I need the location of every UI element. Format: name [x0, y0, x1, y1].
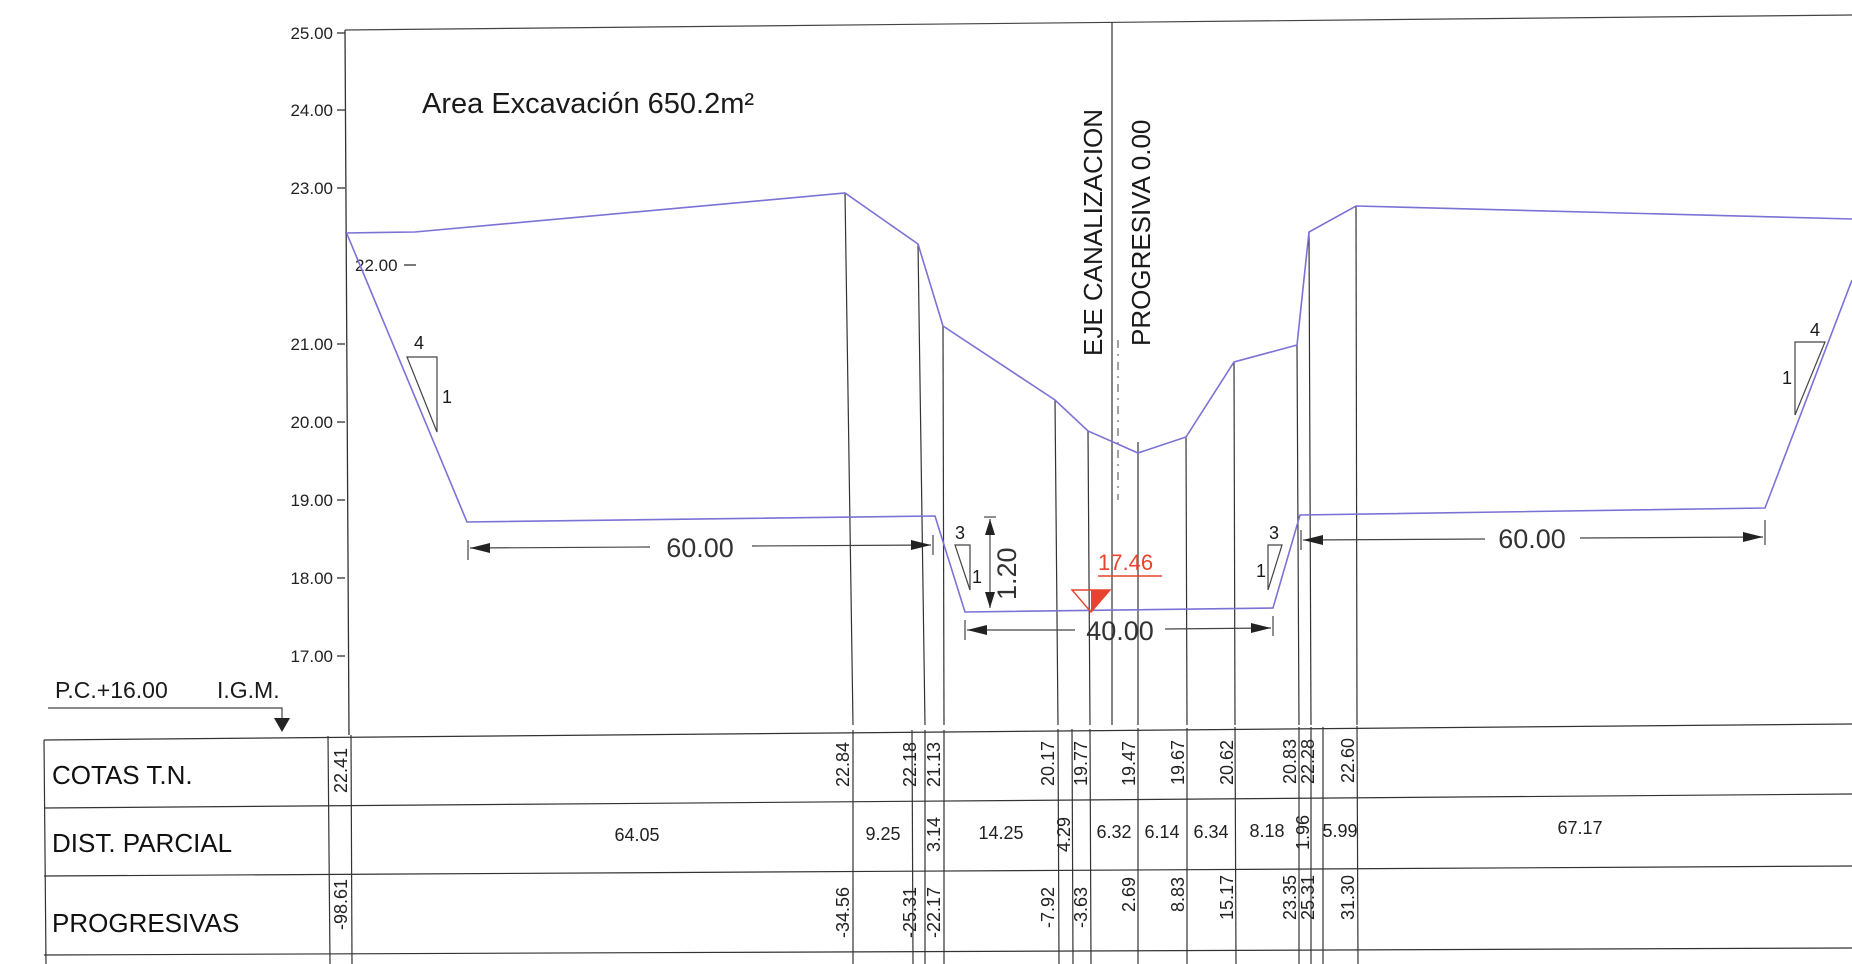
slope-right-inner: 3 1 — [1256, 523, 1283, 591]
svg-text:3: 3 — [955, 523, 965, 543]
prog-cell: 31.30 — [1338, 875, 1358, 920]
prog-cell: -22.17 — [924, 887, 944, 938]
tick-label-23: 23.00 — [290, 179, 333, 198]
svg-text:1: 1 — [972, 567, 982, 587]
dist-cell: 4.29 — [1054, 817, 1074, 852]
svg-text:1: 1 — [442, 387, 452, 407]
prog-cell: -7.92 — [1038, 887, 1058, 928]
svg-text:40.00: 40.00 — [1086, 616, 1154, 646]
terrain-profile — [344, 192, 1852, 454]
dist-cell: 1.96 — [1293, 815, 1313, 850]
svg-text:4: 4 — [414, 333, 424, 353]
dist-cell: 67.17 — [1557, 818, 1602, 838]
slope-left-outer: 4 1 — [406, 333, 452, 433]
prog-cell: 23.35 — [1280, 875, 1300, 920]
dist-cell: 8.18 — [1249, 821, 1284, 841]
excavation-profile — [346, 233, 1852, 613]
tick-label-25: 25.00 — [290, 24, 333, 43]
dimension-depth: 1.20 — [984, 516, 1022, 608]
tick-label-20: 20.00 — [290, 413, 333, 432]
elevation-axis-line — [344, 29, 350, 736]
svg-text:60.00: 60.00 — [666, 533, 734, 563]
station-lines — [844, 22, 1358, 726]
tick-label-19: 19.00 — [290, 491, 333, 510]
center-axis-label: EJE CANALIZACION — [1078, 109, 1108, 356]
prog-cell: 2.69 — [1119, 877, 1139, 912]
svg-text:1: 1 — [1256, 561, 1266, 581]
prog-cell: -3.63 — [1071, 887, 1091, 928]
dist-cell: 5.99 — [1322, 821, 1357, 841]
center-progressive-label: PROGRESIVA 0.00 — [1126, 120, 1156, 346]
dist-cell: 9.25 — [865, 824, 900, 844]
top-frame-line — [344, 14, 1852, 31]
excavation-area-title: Area Excavación 650.2m² — [422, 88, 754, 120]
dimension-bottom-width: 40.00 — [964, 616, 1274, 646]
dist-cell: 14.25 — [978, 823, 1023, 843]
cotas-cell: 20.62 — [1217, 740, 1237, 785]
cotas-cell: 22.18 — [900, 742, 920, 787]
reference-level: P.C.+16.00 I.G.M. — [48, 677, 290, 732]
tick-label-24: 24.00 — [290, 101, 333, 120]
inner-label-22: 22.00 — [355, 256, 398, 275]
row-label-dist: DIST. PARCIAL — [52, 828, 232, 858]
prog-cell: -98.61 — [331, 879, 351, 930]
reference-igm-label: I.G.M. — [217, 677, 280, 703]
prog-cell: -34.56 — [833, 887, 853, 938]
slope-right-outer: 4 1 — [1782, 320, 1826, 416]
svg-text:4: 4 — [1810, 320, 1820, 340]
prog-cell: 8.83 — [1168, 877, 1188, 912]
cotas-cell: 19.47 — [1119, 741, 1139, 786]
dist-cell: 64.05 — [614, 825, 659, 845]
row-label-prog: PROGRESIVAS — [52, 908, 239, 938]
slope-left-inner: 3 1 — [954, 523, 982, 591]
dimension-right-berm: 60.00 — [1300, 520, 1766, 554]
cotas-cell: 21.13 — [924, 742, 944, 787]
reference-arrow-icon — [274, 718, 290, 732]
prog-cell: 15.17 — [1217, 875, 1237, 920]
cotas-cell: 19.77 — [1071, 741, 1091, 786]
cotas-cell: 22.84 — [833, 742, 853, 787]
tick-label-18: 18.00 — [290, 569, 333, 588]
svg-text:60.00: 60.00 — [1498, 524, 1566, 554]
tick-label-17: 17.00 — [290, 647, 333, 666]
prog-cell: -25.31 — [900, 887, 920, 938]
prog-cell: 25.31 — [1298, 875, 1318, 920]
cotas-cell: 22.60 — [1338, 738, 1358, 783]
cotas-cell: 20.83 — [1280, 739, 1300, 784]
dist-cell: 6.14 — [1144, 822, 1179, 842]
reference-pc-label: P.C.+16.00 — [55, 677, 168, 703]
cotas-cell: 19.67 — [1168, 740, 1188, 785]
data-table: COTAS T.N. DIST. PARCIAL PROGRESIVAS 22.… — [43, 723, 1852, 964]
dist-cell: 6.32 — [1096, 822, 1131, 842]
elevation-axis: 25.00 24.00 23.00 21.00 20.00 19.00 18.0… — [290, 14, 1852, 736]
cotas-cell: 22.28 — [1298, 739, 1318, 784]
water-level-label: 17.46 — [1098, 550, 1153, 575]
row-label-cotas: COTAS T.N. — [52, 760, 193, 790]
svg-text:1: 1 — [1782, 368, 1792, 388]
svg-text:3: 3 — [1269, 523, 1279, 543]
cotas-cell: 20.17 — [1038, 741, 1058, 786]
dist-cell: 6.34 — [1193, 822, 1228, 842]
cotas-cell: 22.41 — [331, 748, 351, 793]
svg-text:1.20: 1.20 — [992, 547, 1022, 600]
dist-cell: 3.14 — [924, 817, 944, 852]
dimension-left-berm: 60.00 — [467, 533, 934, 563]
tick-label-21: 21.00 — [290, 335, 333, 354]
water-level-marker: 17.46 — [1070, 550, 1162, 614]
